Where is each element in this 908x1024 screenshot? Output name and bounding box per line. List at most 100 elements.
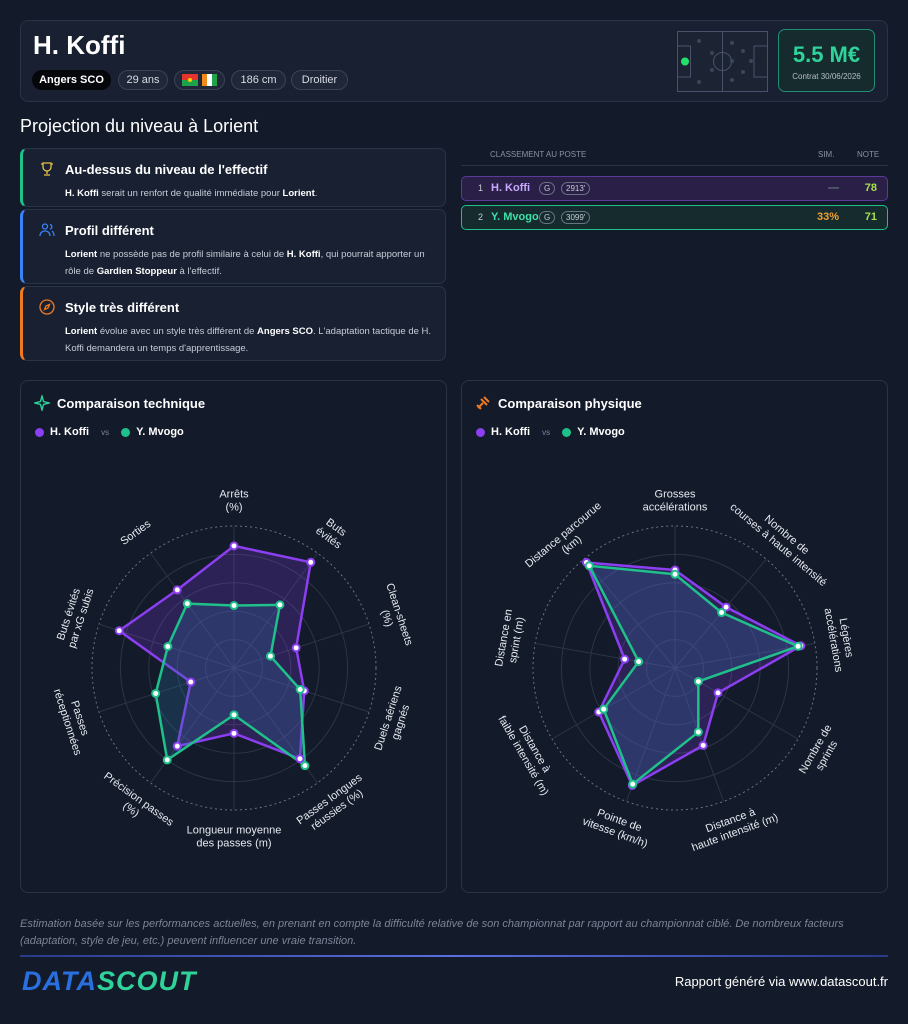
radar-point [620,654,630,664]
radar-point [162,755,172,765]
text-part: Lorient [65,249,98,260]
icon-path [41,162,53,176]
icon-path [39,223,55,237]
insight-title: Style très différent [65,300,180,315]
radar-point [717,608,727,618]
radar-point [793,641,803,651]
icon [476,396,490,410]
radar-point [634,657,644,667]
radar-point [172,585,182,595]
axis-label: Butsévités [313,514,351,551]
radar-point [670,569,680,579]
height-chip: 186 cm [231,70,286,90]
position: G [539,182,556,195]
legend-dot [35,427,44,437]
legend-dot [121,427,131,437]
logo-a: DATA [22,966,97,996]
player-name: H. Koffi [33,30,126,60]
text-part: ne possède pas de profil similaire à cel… [97,249,287,260]
club-chip: Angers SCO [32,70,111,90]
axis-label-line: Distance parcourue [523,500,604,571]
axis-label-line: Précision passes [101,770,176,829]
legend-label: Y. Mvogo [136,426,184,438]
minutes: 2913' [561,182,591,195]
icon [39,223,55,237]
axis-label: Longueur moyenne des passes (m) [187,825,282,850]
chart-title: Comparaison physique [498,396,642,411]
text-part: Lorient [65,326,98,337]
insight-card: Profil différent Lorient ne possède pas d… [20,209,446,284]
rank: 1 [478,183,484,193]
radar-point [186,677,196,687]
radar-point [275,600,285,610]
axis-label-line: des passes (m) [196,838,271,850]
radar: Arrêts (%) Butsévités Clean-sheets(%) Duels … [51,489,417,850]
axis-label-line: Arrêts [219,489,249,501]
position: G [539,211,556,224]
text-part: évolue avec un style très différent de [97,326,258,337]
radar-area [585,561,803,787]
insight-text: Lorient évolue avec un style très différ… [65,323,440,357]
radar-point [265,651,275,661]
radar: Grosses accélérations Nombre decourses à h… [493,489,858,855]
axis-label-line: Longueur moyenne [187,825,282,837]
text-part: serait un renfort de qualité immédiate p… [98,188,283,199]
text-part: H. Koffi [65,188,99,199]
axis-label: Duels aériensgagnés [372,684,417,756]
minutes: 3099' [561,211,591,224]
icon [34,395,50,411]
insight-text: Lorient ne possède pas de profil similai… [65,246,440,280]
radar-point [114,626,124,636]
text-part: . [314,188,318,199]
icon [41,162,53,176]
credit: Rapport généré via www.datascout.fr [674,974,888,989]
axis-label: Légèresaccélérations [822,605,858,674]
ranking-row: 1 H. Koffi G 2913' — 78 [461,176,888,201]
text-part: Lorient [282,188,315,199]
insight-card: Style très différent Lorient évolue avec … [20,286,446,361]
axis-label-line: (%) [225,502,242,514]
ranking-col: SIM. [818,150,835,159]
spoke [233,552,318,669]
radar-area [587,564,800,786]
text-part: à l'effectif. [176,266,222,277]
logo: DATASCOUT [22,966,196,997]
chart-panel: Comparaison physique H. Koffi vs Y. Mvogo Gr… [461,380,888,893]
axis-label: Nombre desprints [797,723,846,783]
axis-label: Distance ensprint (m) [493,608,528,670]
note: 78 [864,182,877,194]
text-part: Gardien Stoppeur [96,266,177,277]
chart-title: Comparaison technique [57,396,206,411]
grid-ring [91,525,377,811]
ranking-title: CLASSEMENT AU POSTE [490,150,587,159]
radar-point [151,688,161,698]
ranking-row: 2 Y. Mvogo G 3099' 33% 71 [461,205,888,230]
text-part: . L'adaptation tactique de H. Koffi dema… [65,326,432,354]
similarity: 33% [816,211,839,223]
flags [181,74,217,86]
age-chip: 29 ans [118,70,168,90]
axis-label: Clean-sheets(%) [371,582,415,652]
radar-point [628,779,638,789]
radar-point [182,599,192,609]
rank: 2 [478,212,484,222]
value-card: 5.5 M€ Contrat 30/06/2026 [778,29,875,92]
spoke [150,667,235,784]
note: 71 [864,211,877,223]
text-part: , qui pourrait apporter un rôle de [65,249,425,277]
radar-point [698,740,708,750]
axis-label: Distance àfaible intensité (m) [495,707,562,797]
chart-panel: Comparaison technique H. Koffi vs Y. Mvogo A… [20,380,447,893]
divider [461,165,888,166]
radar-point [172,741,182,751]
similarity: — [828,182,839,194]
radar-point [229,710,239,720]
radar-point [721,602,731,612]
spoke [98,667,235,713]
axis-label: Pointe devitesse (km/h) [581,803,654,850]
radar-point [693,727,703,737]
radar-point [229,728,239,738]
legend-dot [562,427,572,437]
radar-point [229,541,239,551]
